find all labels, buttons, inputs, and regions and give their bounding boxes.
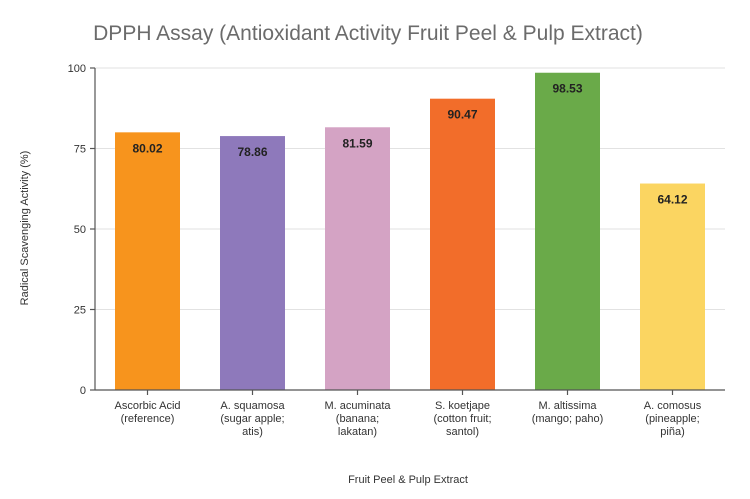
x-tick-label-line: M. acuminata <box>324 400 391 412</box>
bar <box>535 72 600 390</box>
bar-value-label: 98.53 <box>552 82 582 96</box>
bar <box>325 127 390 390</box>
bar <box>115 132 180 390</box>
x-tick-label-line: (cotton fruit; <box>433 413 491 425</box>
x-tick-label-line: santol) <box>446 426 479 438</box>
bar-value-label: 64.12 <box>657 193 687 207</box>
x-tick-label-line: A. squamosa <box>220 400 285 412</box>
y-axis-label: Radical Scavenging Activity (%) <box>19 151 31 306</box>
y-tick-label: 50 <box>74 224 86 236</box>
bar-value-label: 90.47 <box>447 108 477 122</box>
x-tick-label: S. koetjape (cotton fruit; santol) <box>433 400 491 438</box>
x-tick-label-line: (pineapple; <box>645 413 699 425</box>
x-tick-label-line: (banana; <box>336 413 379 425</box>
x-tick-label-line: (reference) <box>121 413 175 425</box>
axes: 0 25 50 75 100 Ascorbic Acid (reference) A. squ… <box>68 63 725 438</box>
y-tick-label: 0 <box>80 385 86 397</box>
bars: 80.02 78.86 81.59 90.47 98.53 64.12 <box>115 72 705 391</box>
bar-value-label: 78.86 <box>237 145 267 159</box>
bar <box>220 136 285 390</box>
x-tick-label: Ascorbic Acid (reference) <box>114 400 180 425</box>
y-tick-label: 25 <box>74 305 86 317</box>
x-tick-label-line: S. koetjape <box>435 400 490 412</box>
x-axis-label: Fruit Peel & Pulp Extract <box>348 474 468 486</box>
y-tick-label: 75 <box>74 144 86 156</box>
x-tick-label-line: (sugar apple; <box>220 413 284 425</box>
bar <box>430 98 495 391</box>
chart-title: DPPH Assay (Antioxidant Activity Fruit P… <box>93 22 643 45</box>
gridlines <box>95 67 725 310</box>
x-tick-label-line: lakatan) <box>338 426 377 438</box>
y-tick-label: 100 <box>68 63 86 75</box>
x-tick-label-line: Ascorbic Acid <box>114 400 180 412</box>
x-tick-label-line: piña) <box>660 426 684 438</box>
x-tick-label-line: (mango; paho) <box>532 413 604 425</box>
x-tick-label: M. acuminata (banana; lakatan) <box>324 400 391 438</box>
x-tick-label: M. altissima (mango; paho) <box>532 400 604 425</box>
bar-value-label: 80.02 <box>132 141 162 155</box>
x-tick-label-line: A. comosus <box>644 400 702 412</box>
x-tick-label: A. comosus (pineapple; piña) <box>644 400 702 438</box>
bar-value-label: 81.59 <box>342 136 372 150</box>
x-tick-label-line: atis) <box>242 426 263 438</box>
x-tick-label: A. squamosa (sugar apple; atis) <box>220 400 285 438</box>
bar <box>640 183 705 390</box>
x-tick-label-line: M. altissima <box>538 400 597 412</box>
